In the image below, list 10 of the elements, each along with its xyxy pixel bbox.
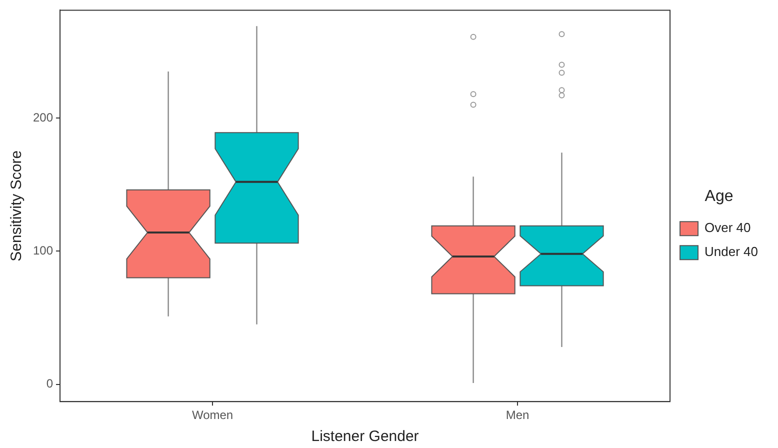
y-tick-label: 100 (32, 243, 54, 258)
x-tick-label: Men (506, 408, 530, 422)
legend-label: Under 40 (704, 244, 758, 260)
legend-label: Over 40 (704, 220, 751, 236)
y-tick-label: 200 (32, 110, 54, 124)
x-axis-title: Listener Gender (311, 428, 419, 446)
legend-title: Age (704, 188, 734, 205)
y-axis-title: Sensitivity Score (8, 150, 26, 262)
y-tick-label: 0 (46, 376, 54, 391)
x-tick-label: Women (192, 408, 234, 422)
